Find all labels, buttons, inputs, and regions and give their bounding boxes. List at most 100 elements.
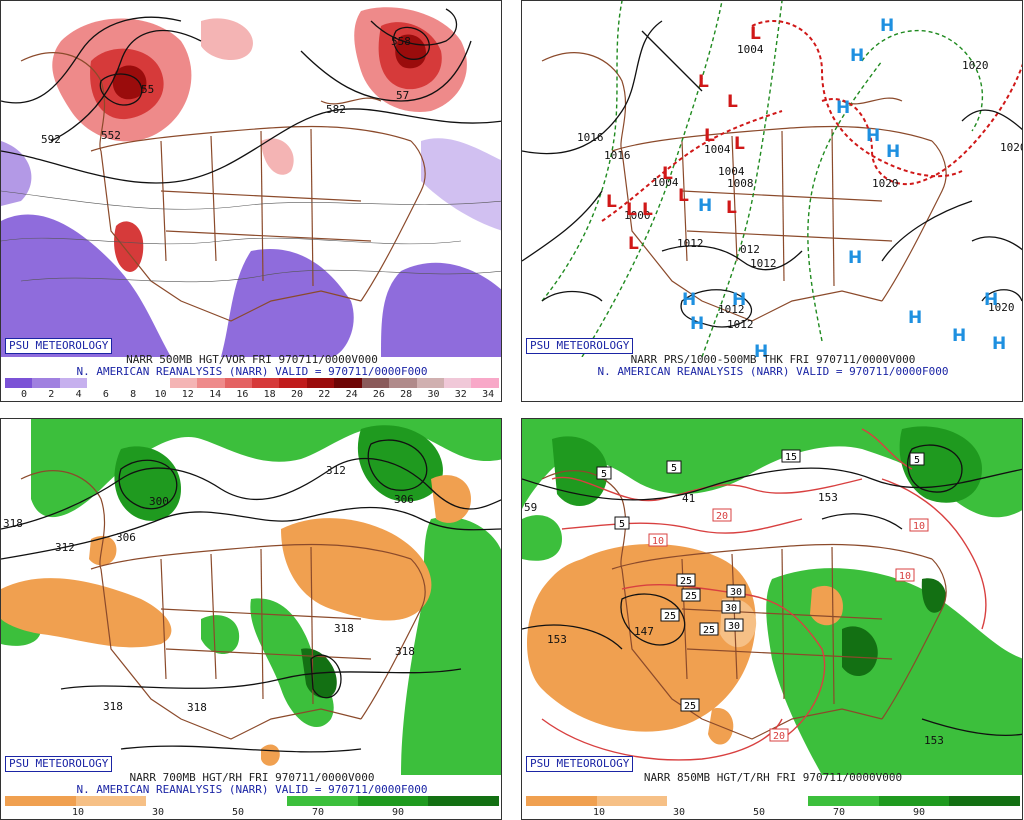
psu-meteorology-badge: PSU METEOROLOGY [526, 756, 634, 772]
high-pressure-marker: H [886, 142, 900, 162]
contour-label: 318 [3, 517, 23, 530]
isobar-label: 1020 [1000, 141, 1023, 154]
colorbar-tick-label: 0 [20, 389, 28, 400]
colorbar-segment [361, 378, 390, 388]
psu-meteorology-badge: PSU METEOROLOGY [5, 756, 113, 772]
colorbar-tick-label: 22 [318, 389, 331, 400]
high-pressure-marker: H [732, 290, 746, 310]
colorbar-segment [114, 378, 143, 388]
isobar-label: 1004 [737, 43, 764, 56]
colorbar-segment [428, 796, 500, 806]
colorbar-segment [75, 796, 147, 806]
isobar-label: 1012 [727, 318, 754, 331]
temperature-label: 25 [664, 611, 676, 622]
colorbar-segment [526, 796, 597, 806]
colorbar-segment [146, 796, 217, 806]
chart-title: NARR PRS/1000-500MB THK FRI 970711/0000V… [630, 353, 916, 366]
colorbar-tick-label: 20 [290, 389, 304, 400]
temperature-label: 20 [716, 511, 728, 522]
isobar-label: 1004 [704, 143, 731, 156]
temperature-label: 15 [785, 452, 797, 463]
low-pressure-marker: L [734, 134, 745, 154]
colorbar-tick-label: 30 [151, 807, 165, 818]
high-pressure-marker: H [682, 290, 696, 310]
colorbar-tick-label: 70 [311, 807, 325, 818]
isobar-label: 1008 [727, 177, 754, 190]
pressure-map: 1004 1020 1016 1016 1004 1004 1004 1008 … [522, 1, 1023, 357]
colorbar-segment [197, 378, 225, 388]
colorbar-segment [667, 796, 738, 806]
temperature-label: 25 [703, 625, 715, 636]
colorbar-tick-label: 70 [832, 807, 846, 818]
low-pressure-marker: L [642, 200, 653, 220]
contour-label: 41 [682, 492, 695, 505]
colorbar-segment [224, 378, 252, 388]
contour-label: 306 [394, 493, 414, 506]
high-pressure-marker: H [908, 308, 922, 328]
colorbar-tick-label: 8 [130, 389, 137, 400]
isobar-label: 1012 [677, 237, 704, 250]
humidity-700mb-map: 312 306 300 318 312 306 318 318 318 318 [1, 419, 501, 775]
colorbar-segment [59, 378, 88, 388]
low-pressure-marker: L [678, 186, 689, 206]
contour-label: 552 [101, 129, 121, 142]
colorbar-tick-label: 28 [400, 389, 413, 400]
chart-title: NARR 500MB HGT/VOR FRI 970711/0000V000 [126, 353, 378, 366]
temperature-label: 20 [773, 731, 785, 742]
high-pressure-marker: H [866, 126, 880, 146]
temperature-label: 10 [899, 571, 911, 582]
contour-label: 153 [547, 633, 567, 646]
contour-label: 57 [396, 89, 409, 102]
colorbar-tick-label: 18 [263, 389, 276, 400]
colorbar-segment [142, 378, 170, 388]
chart-subtitle: N. AMERICAN REANALYSIS (NARR) VALID = 97… [597, 365, 949, 378]
colorbar-tick-label: 10 [154, 389, 167, 400]
panel-pressure-thickness: 1004 1020 1016 1016 1004 1004 1004 1008 … [521, 0, 1023, 402]
colorbar-ticks: 10 30 50 70 90 [5, 807, 499, 819]
colorbar-segment [334, 378, 362, 388]
colorbar-segment [357, 796, 429, 806]
low-pressure-marker: L [704, 126, 715, 146]
humidity-850mb-map: 5 5 5 15 5 10 10 20 10 25 25 25 25 30 30… [522, 419, 1022, 775]
colorbar-segment [808, 796, 879, 806]
low-pressure-marker: L [726, 198, 737, 218]
panel-700mb-humidity: 312 306 300 318 312 306 318 318 318 318 … [0, 418, 502, 820]
vorticity-map: 592 55 558 57 582 552 [1, 1, 501, 357]
high-pressure-marker: H [952, 326, 966, 346]
contour-labels: 312 306 300 318 312 306 318 318 318 318 [3, 464, 415, 714]
colorbar-segment [596, 796, 668, 806]
high-pressure-marker: H [836, 98, 850, 118]
vorticity-colorbar [5, 378, 499, 388]
low-pressure-marker: L [727, 92, 738, 112]
colorbar-tick-label: 24 [345, 389, 358, 400]
colorbar-segment [416, 378, 444, 388]
colorbar-tick-label: 32 [454, 389, 467, 400]
high-pressure-marker: H [698, 196, 712, 216]
isobar-label: 1016 [604, 149, 631, 162]
high-pressure-marker: H [754, 342, 768, 357]
contour-label: 306 [116, 531, 136, 544]
contour-label: 592 [41, 133, 61, 146]
isobar-label: 1016 [577, 131, 604, 144]
temperature-label: 10 [913, 521, 925, 532]
isobar-label: 1012 [750, 257, 777, 270]
colorbar-tick-label: 30 [427, 389, 440, 400]
low-pressure-marker: L [750, 24, 761, 44]
colorbar-tick-label: 10 [71, 807, 85, 818]
contour-label: 582 [326, 103, 346, 116]
high-pressure-marker: H [690, 314, 704, 334]
colorbar-segment [306, 378, 335, 388]
temperature-label: 5 [619, 519, 625, 530]
colorbar-tick-label: 50 [231, 807, 245, 818]
psu-meteorology-badge: PSU METEOROLOGY [526, 338, 634, 354]
contour-label: 55 [141, 83, 154, 96]
high-pressure-marker: H [848, 248, 862, 268]
colorbar-segment [737, 796, 809, 806]
isobar-label: 1012 [718, 303, 745, 316]
humidity-colorbar [5, 796, 500, 806]
high-pressure-marker: H [984, 290, 998, 310]
colorbar-segment [279, 378, 307, 388]
temperature-label: 5 [914, 455, 920, 466]
colorbar-tick-label: 50 [752, 807, 766, 818]
isobar-label: 1000 [624, 209, 651, 222]
